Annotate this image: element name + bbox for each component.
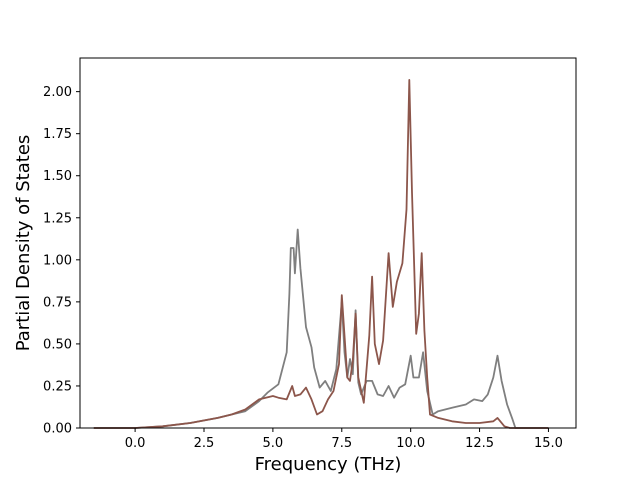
y-axis: 0.00 0.25 0.50 0.75 1.00 1.25 1.50 1.75 2.00 xyxy=(43,85,80,437)
x-tick-label: 15.0 xyxy=(534,436,563,451)
y-tick-label: 1.75 xyxy=(43,127,72,142)
x-axis-title: Frequency (THz) xyxy=(255,454,402,475)
plot-background xyxy=(80,58,576,428)
series-layer xyxy=(93,79,549,429)
x-tick-label: 0.0 xyxy=(125,436,146,451)
y-tick-label: 1.50 xyxy=(43,169,72,184)
pdos-series-1-line xyxy=(93,228,549,429)
y-tick-label: 1.00 xyxy=(43,253,72,268)
x-tick-label: 5.0 xyxy=(263,436,284,451)
x-tick-label: 10.0 xyxy=(396,436,425,451)
y-tick-label: 0.75 xyxy=(43,295,72,310)
y-tick-label: 0.00 xyxy=(43,422,72,437)
y-tick-label: 2.00 xyxy=(43,85,72,100)
y-axis-title: Partial Density of States xyxy=(13,135,34,352)
x-tick-label: 12.5 xyxy=(465,436,494,451)
y-tick-label: 1.25 xyxy=(43,211,72,226)
pdos-series-2-line xyxy=(93,79,549,429)
y-tick-label: 0.50 xyxy=(43,337,72,352)
plot-frame xyxy=(79,57,577,429)
x-tick-label: 7.5 xyxy=(331,436,352,451)
x-axis: 0.0 2.5 5.0 7.5 10.0 12.5 15.0 xyxy=(125,428,563,451)
x-tick-label: 2.5 xyxy=(194,436,215,451)
y-tick-label: 0.25 xyxy=(43,379,72,394)
